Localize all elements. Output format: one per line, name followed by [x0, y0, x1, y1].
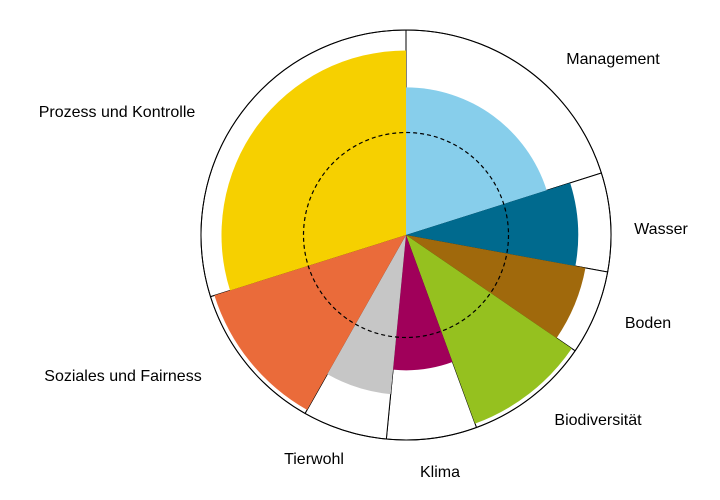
- category-label: Wasser: [634, 221, 688, 238]
- category-label: Tierwohl: [284, 451, 344, 468]
- sector: [406, 235, 572, 424]
- category-label: Management: [566, 51, 660, 68]
- category-label: Biodiversität: [554, 412, 642, 429]
- category-label: Prozess und Kontrolle: [39, 104, 196, 121]
- category-label: Boden: [625, 315, 671, 332]
- sector: [214, 235, 406, 410]
- outer-circle: [200, 29, 612, 441]
- reference-circle: [302, 131, 510, 339]
- sector: [327, 235, 406, 395]
- sector: [406, 182, 579, 267]
- category-label: Klima: [420, 464, 460, 481]
- category-label: Soziales und Fairness: [44, 368, 201, 385]
- sector: [406, 235, 586, 339]
- sector: [221, 50, 406, 291]
- sector: [393, 235, 453, 371]
